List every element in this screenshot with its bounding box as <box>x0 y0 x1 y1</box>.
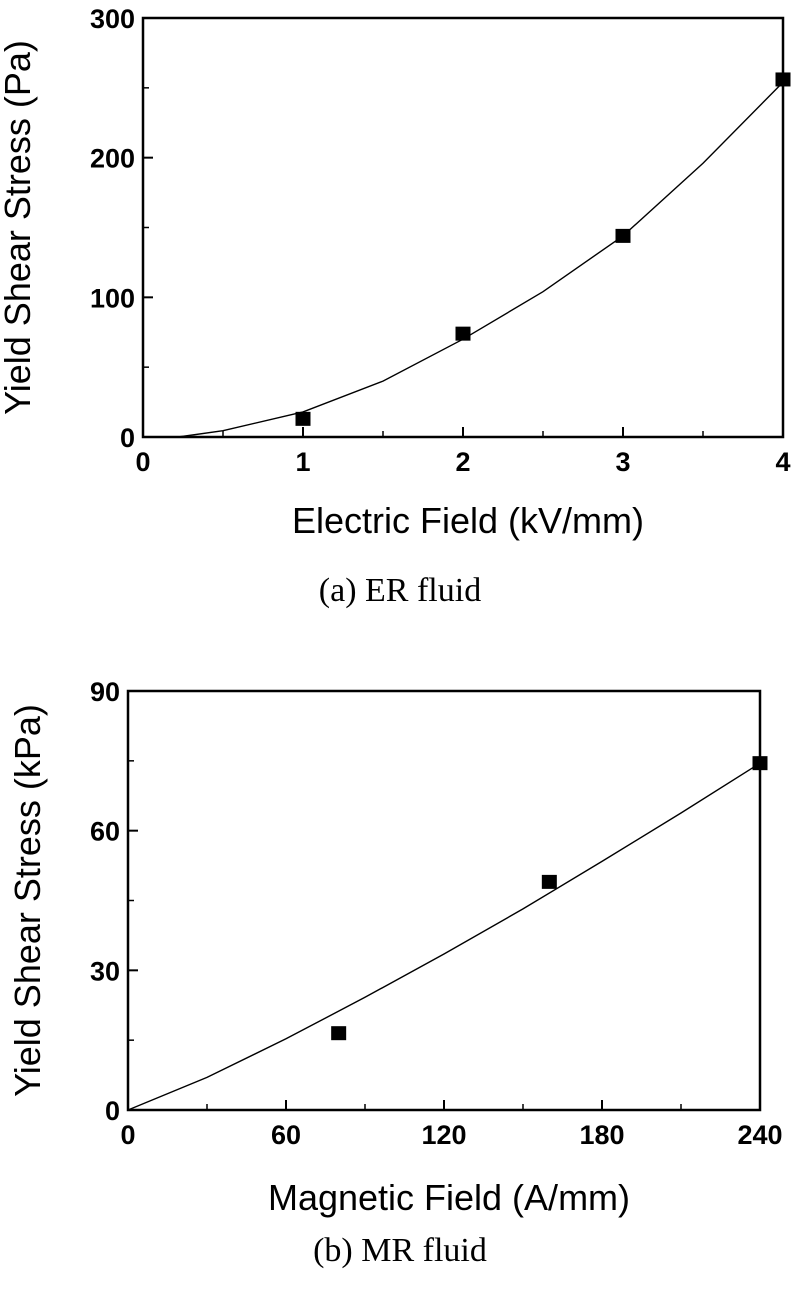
fit-curve <box>178 81 784 438</box>
x-tick-label: 3 <box>615 447 630 477</box>
y-axis-title: Yield Shear Stress (Pa) <box>0 40 38 415</box>
x-tick-label: 240 <box>737 1120 782 1150</box>
y-tick-label: 30 <box>90 956 120 986</box>
plot-frame <box>141 16 785 439</box>
data-point <box>295 411 311 426</box>
data-point <box>455 326 471 341</box>
x-tick-label: 120 <box>421 1120 466 1150</box>
data-point <box>541 874 557 889</box>
x-axis-title: Electric Field (kV/mm) <box>292 500 644 541</box>
x-tick-label: 180 <box>579 1120 624 1150</box>
x-tick-label: 0 <box>135 447 150 477</box>
chart-panel-er: 0 1 2 3 4 0 100 200 300 Electric Field (kV/mm) Yie… <box>0 0 800 640</box>
fit-curve <box>127 762 761 1111</box>
y-tick-label: 0 <box>120 423 135 453</box>
er-fluid-chart: 0 1 2 3 4 0 100 200 300 Electric Field (kV/mm) Yie… <box>0 4 791 541</box>
y-tick-label: 300 <box>90 4 135 34</box>
data-point <box>331 1026 347 1041</box>
y-tick-label: 200 <box>90 144 135 174</box>
x-axis-title: Magnetic Field (A/mm) <box>268 1177 630 1218</box>
chart-caption: (a) ER fluid <box>318 572 482 609</box>
chart-caption: (b) MR fluid <box>313 1232 487 1269</box>
y-tick-label: 100 <box>90 283 135 313</box>
chart-panel-mr: 0 60 120 180 240 0 30 60 90 Magnetic Field (A/mm)… <box>0 660 800 1295</box>
x-tick-label: 4 <box>775 447 790 477</box>
y-tick-label: 0 <box>105 1096 120 1126</box>
y-tick-label: 90 <box>90 677 120 707</box>
plot-frame <box>126 689 762 1112</box>
y-tick-label: 60 <box>90 817 120 847</box>
data-point <box>615 228 631 243</box>
x-tick-label: 1 <box>295 447 310 477</box>
x-tick-label: 2 <box>455 447 470 477</box>
y-axis-title: Yield Shear Stress (kPa) <box>7 704 48 1097</box>
x-tick-label: 60 <box>271 1120 301 1150</box>
mr-fluid-chart: 0 60 120 180 240 0 30 60 90 Magnetic Field (A/mm)… <box>7 677 783 1218</box>
x-tick-label: 0 <box>120 1120 135 1150</box>
